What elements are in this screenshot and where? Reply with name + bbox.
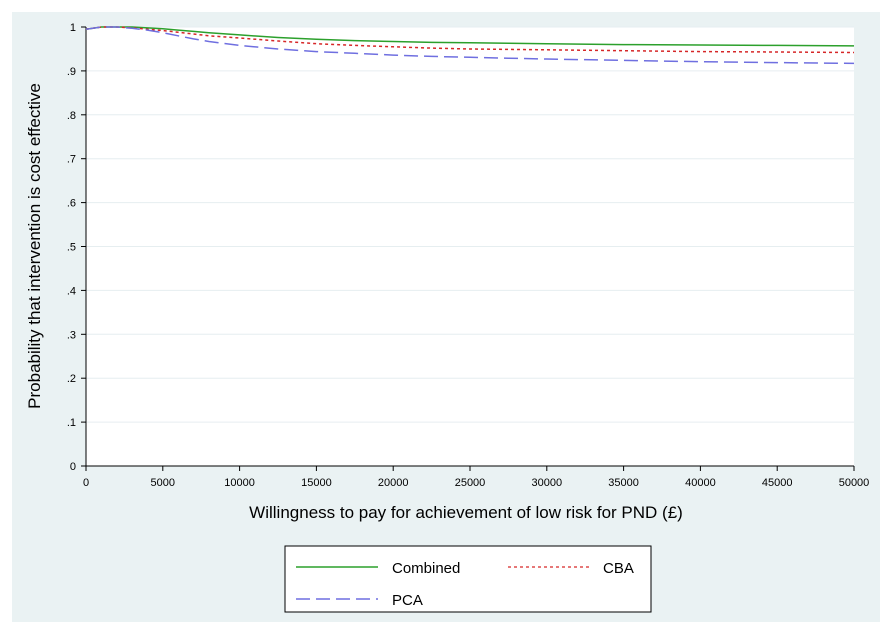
x-tick-label: 30000 (532, 477, 563, 489)
x-tick-label: 15000 (301, 477, 332, 489)
x-tick-label: 0 (83, 477, 89, 489)
y-tick-label: .7 (67, 154, 76, 166)
legend-label-cba: CBA (603, 560, 634, 577)
series-line-cba (85, 26, 855, 54)
y-tick-label: .9 (67, 66, 76, 78)
y-tick-label: .3 (67, 329, 76, 341)
legend: Combined CBA PCA (284, 545, 652, 613)
x-tick-label: 20000 (378, 477, 409, 489)
legend-label-pca: PCA (392, 592, 423, 609)
series-lines (85, 26, 855, 65)
x-tick-label: 40000 (685, 477, 716, 489)
x-tick-label: 10000 (224, 477, 255, 489)
x-tick-label: 45000 (762, 477, 793, 489)
y-tick-label: .5 (67, 242, 76, 254)
x-tick-label: 5000 (151, 477, 175, 489)
y-tick-label: .4 (67, 285, 76, 297)
y-axis-title: Probability that intervention is cost ef… (25, 83, 44, 409)
legend-box (284, 545, 652, 613)
y-tick-label: 1 (70, 22, 76, 34)
x-tick-label: 25000 (455, 477, 486, 489)
x-axis-title: Willingness to pay for achievement of lo… (249, 503, 683, 522)
x-tick-label: 50000 (839, 477, 870, 489)
y-tick-label: 0 (70, 461, 76, 473)
y-ticks: 0 .1 .2 .3 .4 .5 .6 .7 .8 .9 1 (67, 22, 86, 473)
series-line-pca (85, 26, 855, 65)
series-line-combined (85, 26, 855, 47)
x-tick-label: 35000 (608, 477, 639, 489)
x-ticks: 0 5000 10000 15000 20000 25000 30000 35000 40000… (83, 466, 869, 489)
y-tick-label: .1 (67, 417, 76, 429)
y-tick-label: .6 (67, 198, 76, 210)
y-tick-label: .2 (67, 373, 76, 385)
grid-lines (86, 26, 854, 423)
y-tick-label: .8 (67, 110, 76, 122)
legend-label-combined: Combined (392, 560, 460, 577)
